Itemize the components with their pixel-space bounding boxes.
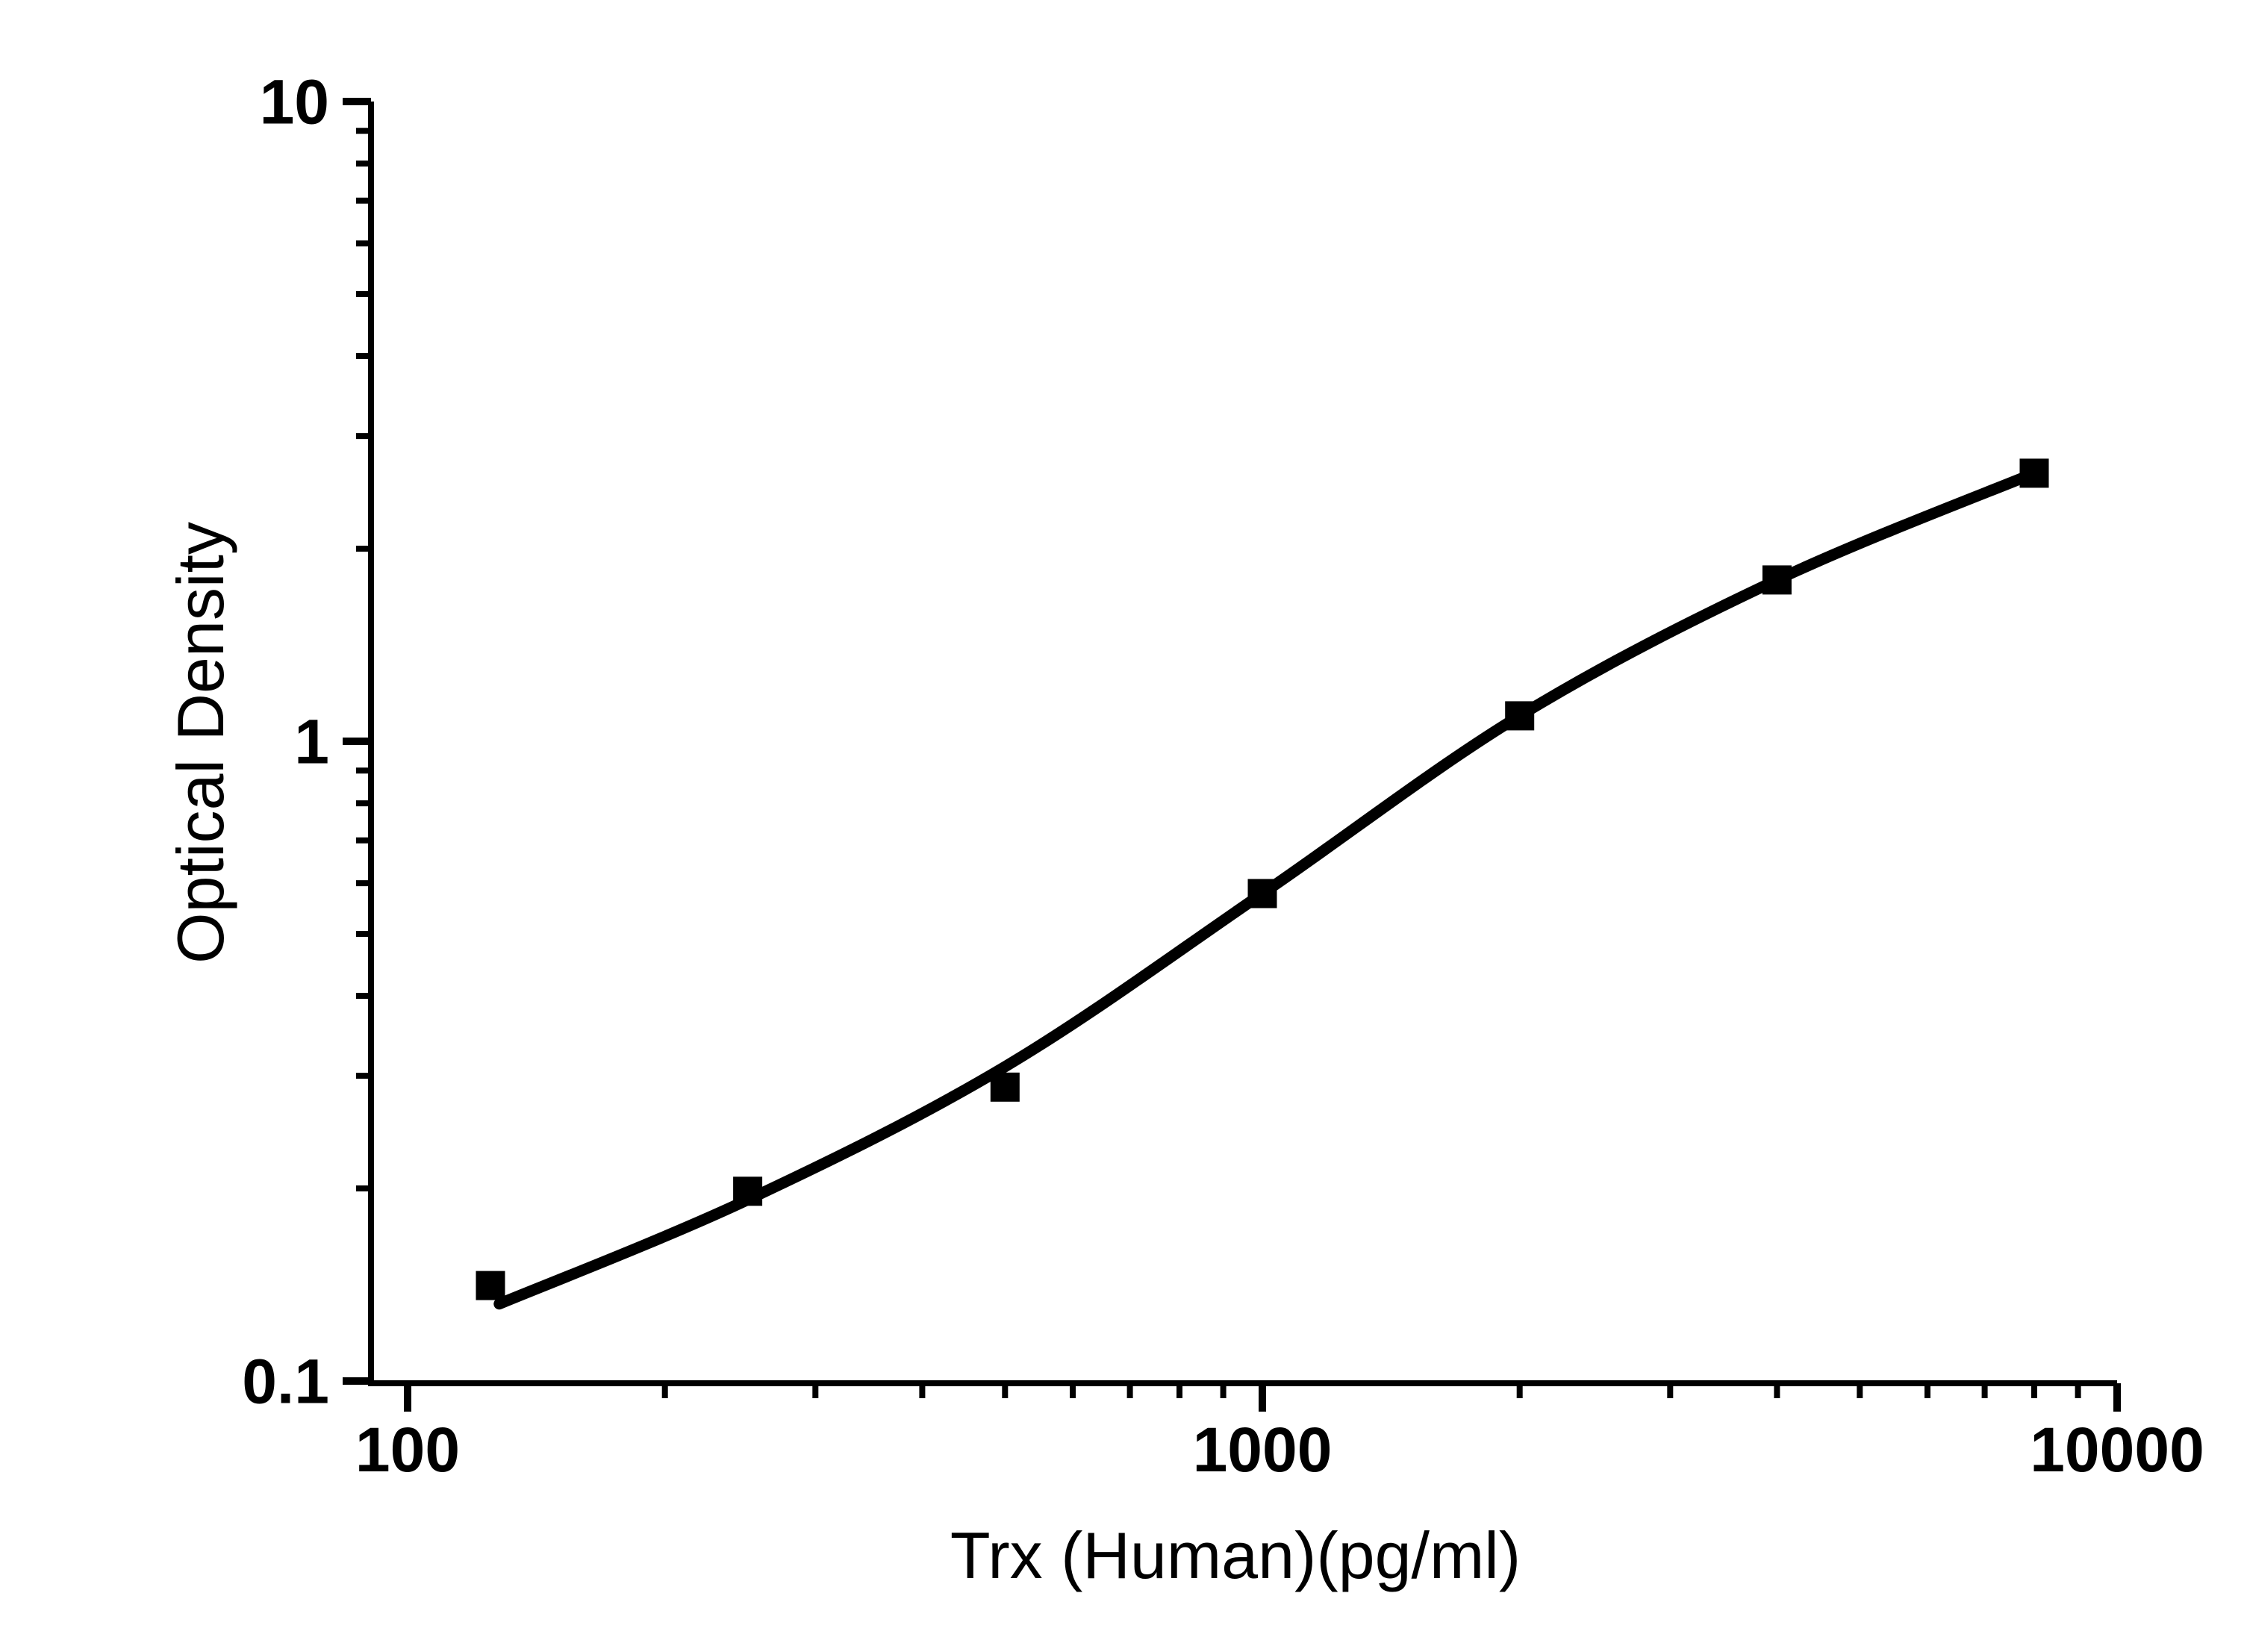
axis-spines — [368, 102, 2117, 1386]
x-tick-label: 1000 — [1193, 1415, 1333, 1485]
data-point-marker — [990, 1072, 1020, 1102]
y-tick-label: 0.1 — [242, 1346, 329, 1416]
data-points-layer — [476, 458, 2049, 1300]
data-point-marker — [733, 1176, 763, 1206]
axis-ticks — [343, 98, 2121, 1412]
y-axis-title: Optical Density — [163, 522, 237, 964]
data-point-marker — [2019, 458, 2049, 488]
data-point-marker — [1505, 701, 1535, 731]
y-tick-label: 10 — [260, 66, 329, 137]
x-tick-label: 100 — [355, 1415, 460, 1485]
x-tick-label: 10000 — [2030, 1415, 2204, 1485]
data-point-marker — [1247, 879, 1277, 908]
data-point-marker — [476, 1271, 505, 1300]
y-tick-label: 1 — [294, 706, 329, 776]
tick-labels-layer: 100 1000 10000 0.1 1 10 — [242, 66, 2204, 1485]
x-axis-title: Trx (Human)(pg/ml) — [950, 1518, 1521, 1592]
data-point-marker — [1762, 565, 1792, 595]
